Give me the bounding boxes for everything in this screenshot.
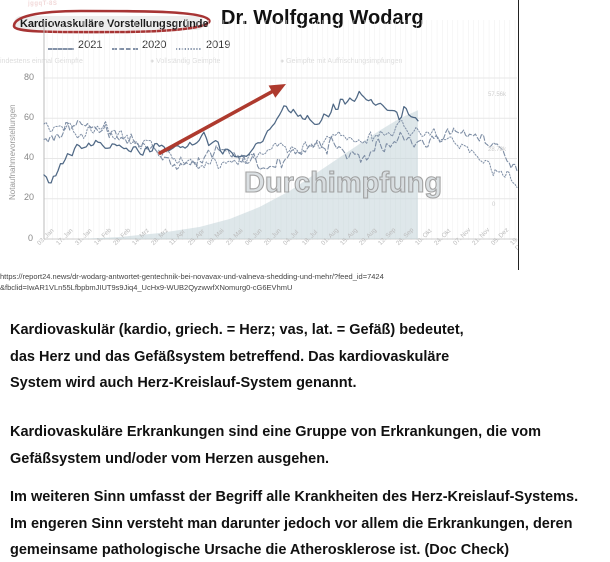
svg-text:Durchimpfung: Durchimpfung [244,167,442,199]
